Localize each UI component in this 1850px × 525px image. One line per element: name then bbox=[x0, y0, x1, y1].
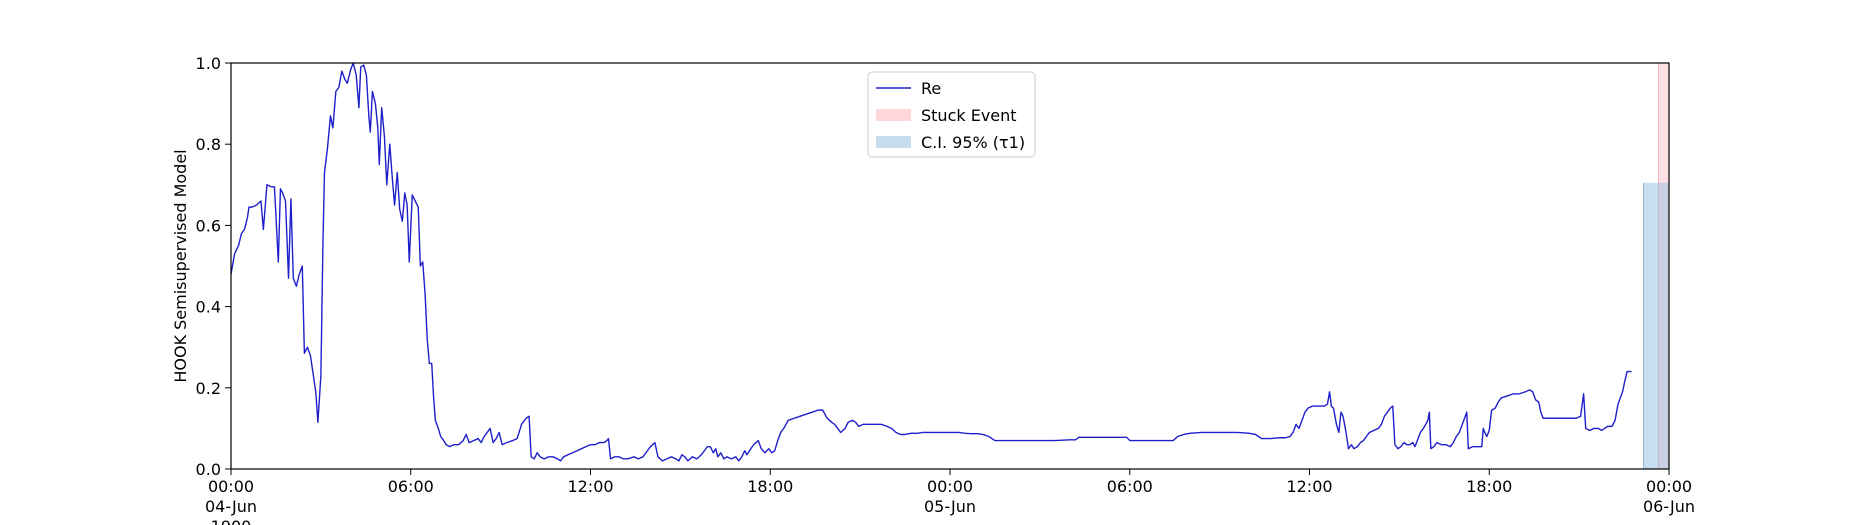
y-tick-label: 0.6 bbox=[196, 216, 221, 235]
axes bbox=[225, 62, 1670, 475]
series-layer bbox=[230, 62, 1632, 462]
x-tick-label: 00:00 bbox=[208, 477, 254, 496]
confidence-interval-region bbox=[1643, 182, 1669, 469]
legend-swatch-patch bbox=[876, 136, 911, 148]
x-tick-label: 00:00 bbox=[1646, 477, 1692, 496]
x-tick-label: 06:00 bbox=[1107, 477, 1153, 496]
x-tick-label: 18:00 bbox=[1466, 477, 1512, 496]
x-tick-label: 05-Jun bbox=[924, 497, 976, 516]
x-tick-label: 18:00 bbox=[747, 477, 793, 496]
y-axis-label: HOOK Semisupervised Model bbox=[171, 149, 190, 382]
x-tick-label: 12:00 bbox=[567, 477, 613, 496]
series-line-re bbox=[230, 62, 1632, 462]
x-tick-label: 12:00 bbox=[1286, 477, 1332, 496]
y-tick-label: 0.4 bbox=[196, 298, 221, 317]
legend: Re Stuck Event C.I. 95% (τ1) bbox=[867, 71, 1036, 158]
x-tick-label: 06:00 bbox=[388, 477, 434, 496]
shaded-regions bbox=[1643, 63, 1669, 469]
y-tick-label: 0.0 bbox=[196, 460, 221, 479]
x-tick-label: 1900 bbox=[211, 517, 252, 525]
x-tick-label: 00:00 bbox=[927, 477, 973, 496]
y-tick-label: 1.0 bbox=[196, 54, 221, 73]
legend-label: Re bbox=[921, 79, 941, 98]
y-tick-label: 0.2 bbox=[196, 379, 221, 398]
legend-label: C.I. 95% (τ1) bbox=[921, 133, 1025, 152]
legend-box bbox=[867, 71, 1036, 158]
legend-swatch-patch bbox=[876, 109, 911, 121]
y-tick-label: 0.8 bbox=[196, 135, 221, 154]
legend-label: Stuck Event bbox=[921, 106, 1017, 125]
tick-labels: 0.00.20.40.60.81.000:0004-Jun190006:0012… bbox=[196, 54, 1695, 525]
x-tick-label: 06-Jun bbox=[1643, 497, 1695, 516]
x-tick-label: 04-Jun bbox=[205, 497, 257, 516]
